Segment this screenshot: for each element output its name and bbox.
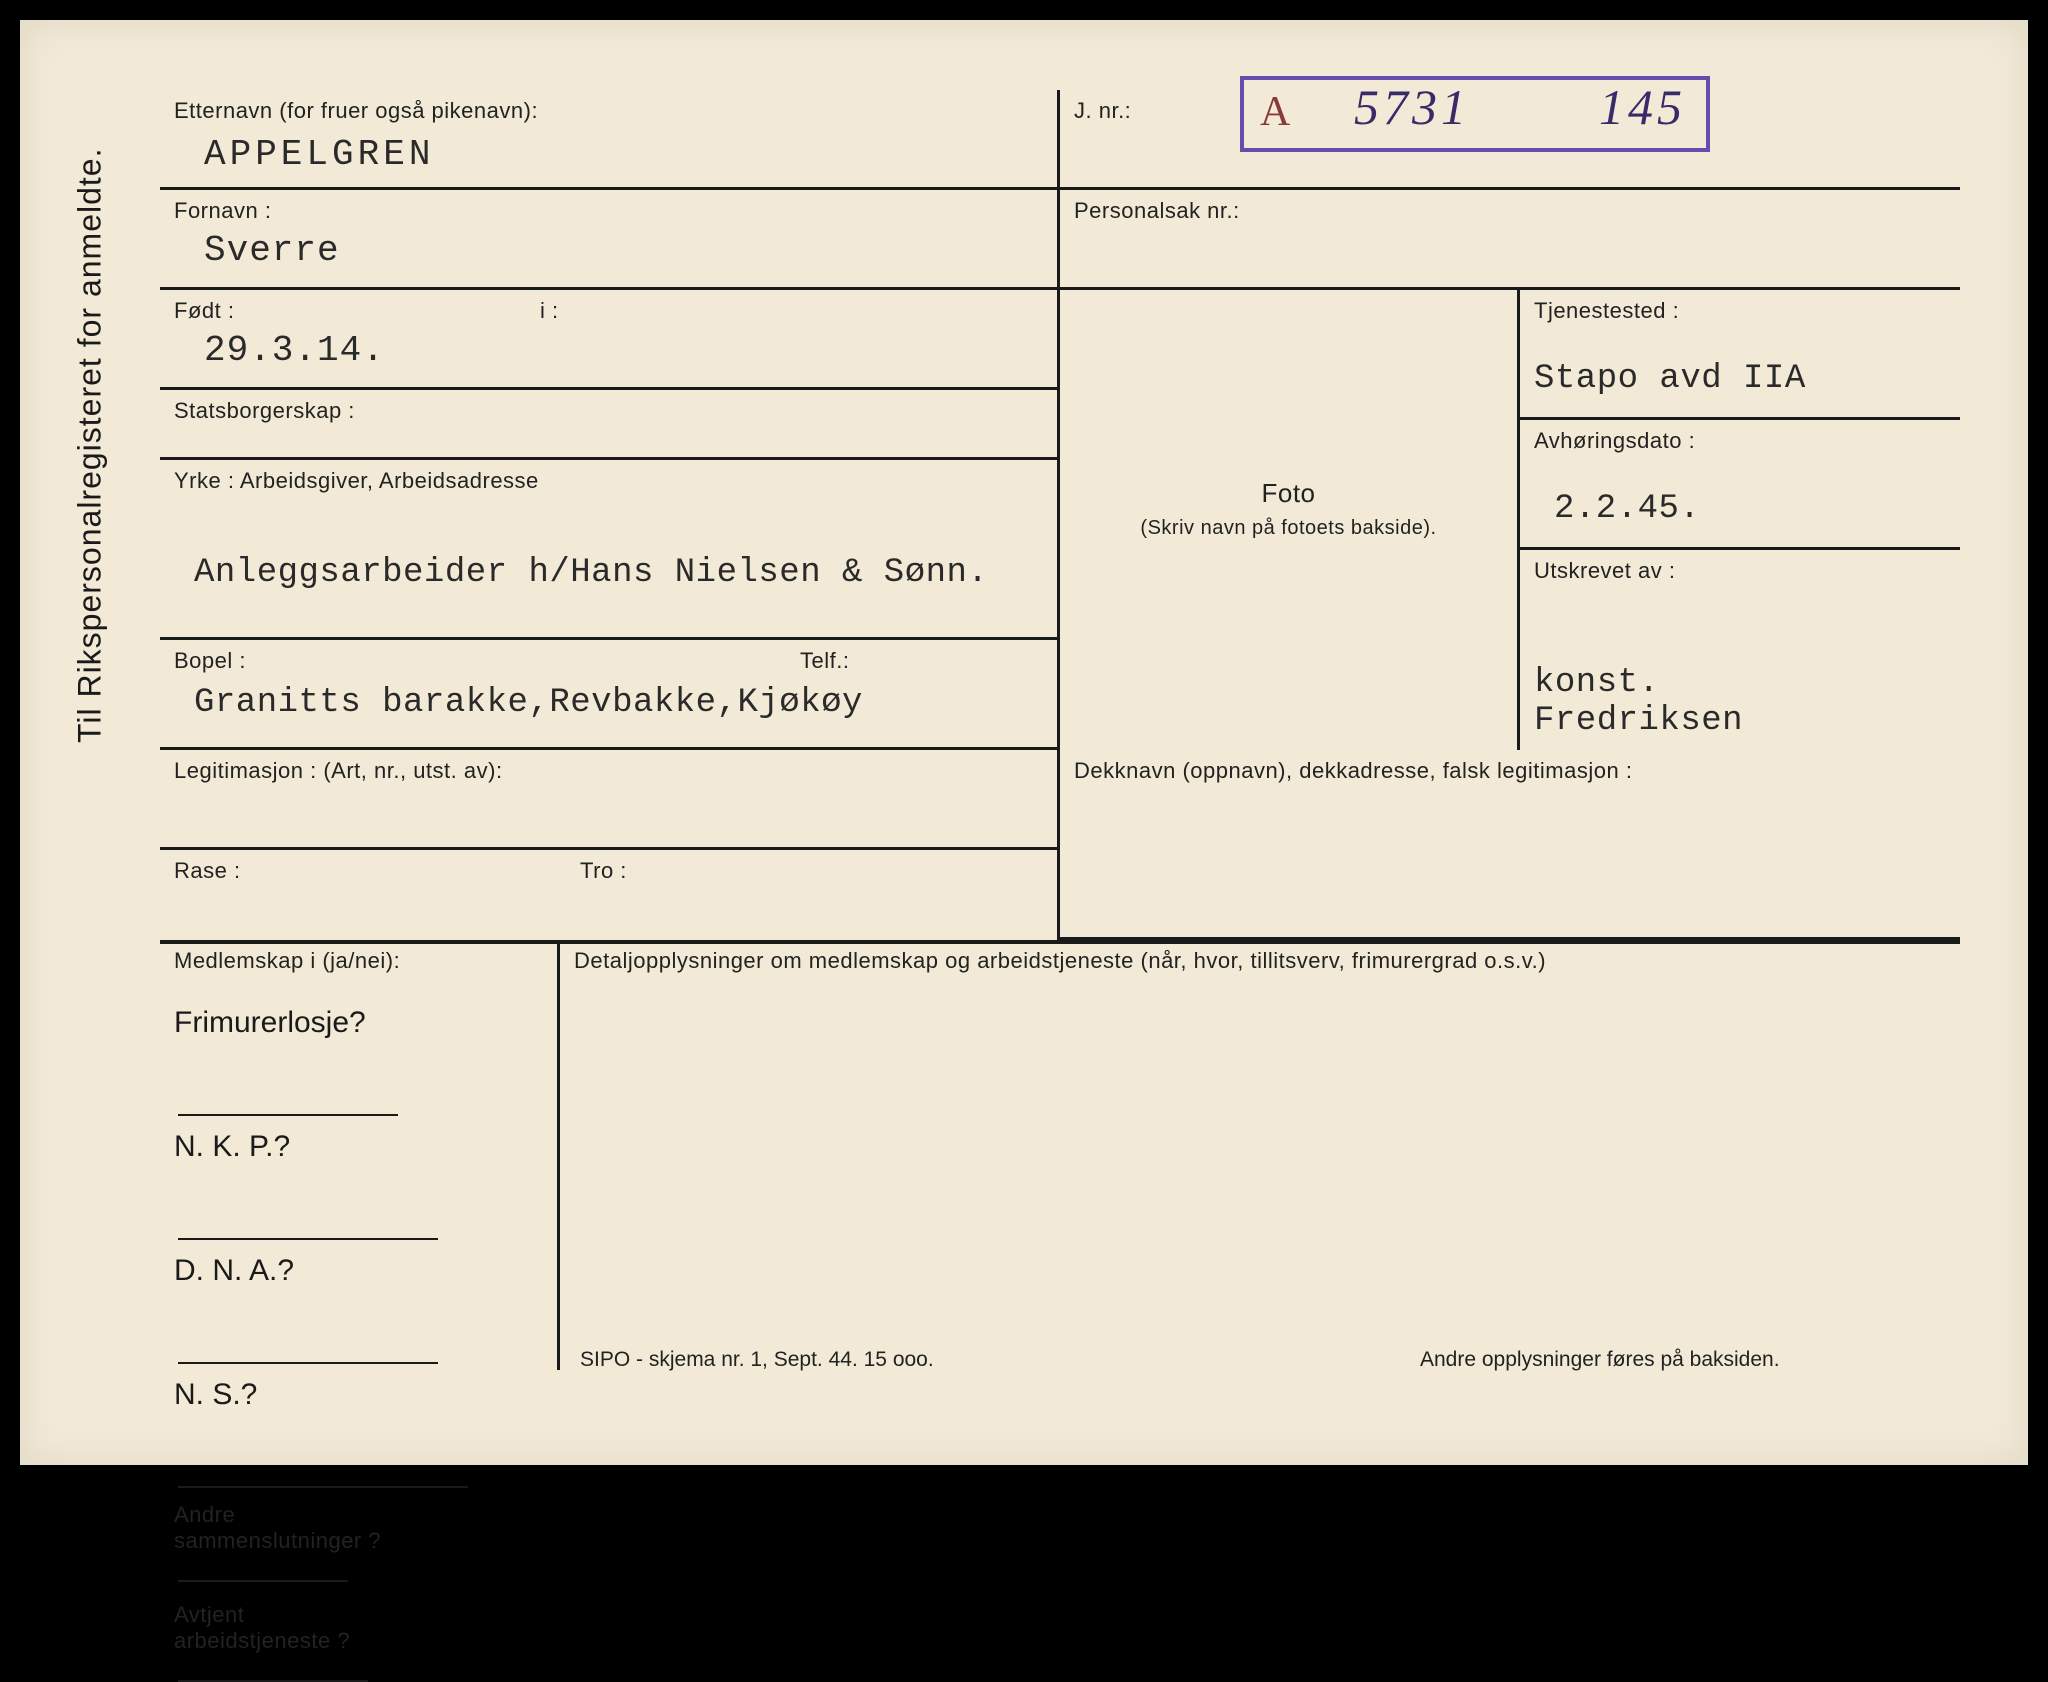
avhoringsdato-label: Avhøringsdato : xyxy=(1534,428,1946,454)
dna-row: D. N. A.? xyxy=(174,1240,543,1364)
document-card: Til Rikspersonalregisteret for anmeldte.… xyxy=(20,20,2028,1465)
frimurer-row: Frimurerlosje? xyxy=(174,992,543,1116)
fornavn-label: Fornavn : xyxy=(174,198,1043,224)
detaljopplysninger-label: Detaljopplysninger om medlemskap og arbe… xyxy=(574,948,1946,974)
statsborgerskap-label: Statsborgerskap : xyxy=(174,398,1043,424)
yrke-label: Yrke : Arbeidsgiver, Arbeidsadresse xyxy=(174,468,1043,494)
personalsak-label: Personalsak nr.: xyxy=(1074,198,1946,224)
foto-label: Foto xyxy=(1074,478,1503,509)
utskrevet-label: Utskrevet av : xyxy=(1534,558,1946,584)
avtjent-label: Avtjent arbeidstjeneste ? xyxy=(174,1602,543,1682)
tjenestested-value: Stapo avd IIA xyxy=(1534,360,1946,398)
fornavn-value: Sverre xyxy=(204,230,1043,271)
sipo-footer: SIPO - skjema nr. 1, Sept. 44. 15 ooo. xyxy=(580,1348,934,1372)
bopel-label: Bopel : xyxy=(174,648,246,673)
medlemskap-label: Medlemskap i (ja/nei): xyxy=(174,948,543,974)
utskrevet-value-1: konst. xyxy=(1534,664,1946,702)
jnr-label: J. nr.: xyxy=(1074,98,1946,124)
tjenestested-label: Tjenestested : xyxy=(1534,298,1946,324)
utskrevet-value-2: Fredriksen xyxy=(1534,702,1946,740)
rase-label: Rase : xyxy=(174,858,241,883)
andre-oppl-footer: Andre opplysninger føres på baksiden. xyxy=(1420,1348,1780,1372)
yrke-value: Anleggsarbeider h/Hans Nielsen & Sønn. xyxy=(194,554,1043,592)
legitimasjon-label: Legitimasjon : (Art, nr., utst. av): xyxy=(174,758,1043,784)
fodt-label: Født : xyxy=(174,298,234,323)
nkp-row: N. K. P.? xyxy=(174,1116,543,1240)
etternavn-label: Etternavn (for fruer også pikenavn): xyxy=(174,98,1043,124)
ns-row: N. S.? xyxy=(174,1364,543,1488)
side-title: Til Rikspersonalregisteret for anmeldte. xyxy=(72,147,109,742)
tro-label: Tro : xyxy=(580,858,627,884)
foto-sub-label: (Skriv navn på fotoets bakside). xyxy=(1074,517,1503,540)
dekknavn-label: Dekknavn (oppnavn), dekkadresse, falsk l… xyxy=(1074,758,1946,784)
telf-label: Telf.: xyxy=(800,648,849,674)
i-label: i : xyxy=(540,298,559,324)
fodt-value: 29.3.14. xyxy=(204,330,1043,371)
andre-sammen-label: Andre sammenslutninger ? xyxy=(174,1502,543,1582)
bopel-value: Granitts barakke,Revbakke,Kjøkøy xyxy=(194,684,1043,722)
avhoringsdato-value: 2.2.45. xyxy=(1554,490,1946,528)
form-area: A 5731 145 Etternavn (for fruer også pik… xyxy=(160,90,1968,1365)
etternavn-value: APPELGREN xyxy=(204,134,1043,175)
